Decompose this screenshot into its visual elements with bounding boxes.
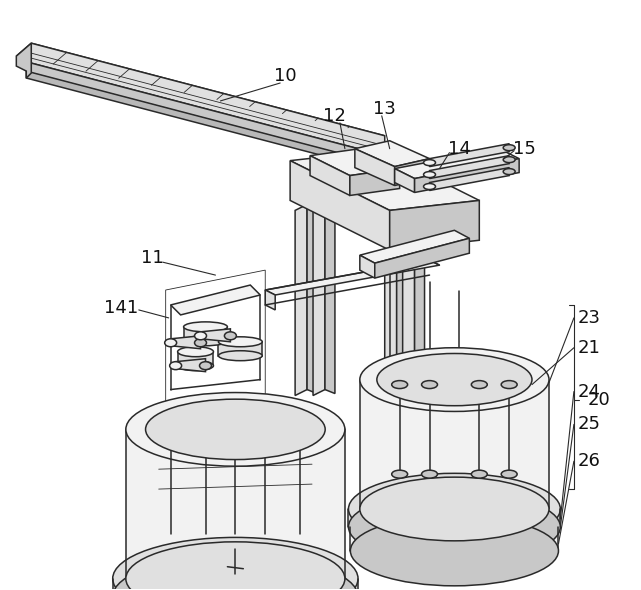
Ellipse shape: [195, 332, 206, 340]
Polygon shape: [395, 159, 429, 185]
Polygon shape: [429, 156, 509, 179]
Polygon shape: [397, 209, 406, 384]
Ellipse shape: [424, 160, 435, 166]
Polygon shape: [113, 579, 358, 590]
Polygon shape: [290, 160, 390, 250]
Polygon shape: [31, 63, 385, 166]
Polygon shape: [171, 285, 260, 315]
Ellipse shape: [219, 337, 262, 347]
Ellipse shape: [113, 555, 358, 590]
Ellipse shape: [424, 172, 435, 178]
Ellipse shape: [165, 339, 177, 347]
Polygon shape: [360, 379, 549, 509]
Ellipse shape: [360, 477, 549, 541]
Polygon shape: [290, 150, 479, 211]
Ellipse shape: [183, 322, 228, 332]
Text: 15: 15: [513, 140, 535, 158]
Text: 12: 12: [324, 107, 346, 125]
Ellipse shape: [503, 169, 515, 175]
Text: 14: 14: [448, 140, 471, 158]
Polygon shape: [390, 201, 479, 250]
Polygon shape: [310, 149, 399, 176]
Polygon shape: [307, 204, 317, 394]
Text: 20: 20: [587, 391, 610, 408]
Polygon shape: [126, 430, 345, 579]
Polygon shape: [313, 204, 325, 395]
Ellipse shape: [113, 537, 358, 590]
Ellipse shape: [377, 353, 532, 406]
Polygon shape: [183, 327, 228, 341]
Ellipse shape: [392, 381, 408, 389]
Text: 21: 21: [578, 339, 600, 357]
Polygon shape: [403, 209, 415, 386]
Polygon shape: [385, 209, 397, 386]
Polygon shape: [171, 336, 201, 349]
Ellipse shape: [424, 183, 435, 189]
Text: 23: 23: [578, 309, 601, 327]
Ellipse shape: [199, 362, 212, 370]
Text: 25: 25: [578, 415, 601, 434]
Ellipse shape: [501, 470, 517, 478]
Polygon shape: [178, 352, 213, 366]
Polygon shape: [355, 141, 429, 166]
Polygon shape: [31, 43, 385, 156]
Ellipse shape: [219, 350, 262, 360]
Polygon shape: [16, 43, 385, 149]
Ellipse shape: [503, 157, 515, 163]
Polygon shape: [16, 43, 31, 78]
Ellipse shape: [471, 470, 487, 478]
Text: 141: 141: [104, 299, 138, 317]
Ellipse shape: [503, 145, 515, 150]
Polygon shape: [355, 149, 395, 185]
Text: 11: 11: [142, 249, 164, 267]
Ellipse shape: [422, 381, 438, 389]
Polygon shape: [325, 204, 335, 394]
Ellipse shape: [195, 339, 206, 347]
Text: 10: 10: [274, 67, 297, 85]
Polygon shape: [360, 255, 375, 278]
Polygon shape: [415, 159, 519, 192]
Polygon shape: [375, 238, 469, 278]
Ellipse shape: [178, 347, 213, 357]
Ellipse shape: [183, 336, 228, 346]
Ellipse shape: [422, 470, 438, 478]
Text: 13: 13: [373, 100, 396, 118]
Text: 24: 24: [578, 382, 601, 401]
Polygon shape: [265, 290, 275, 310]
Ellipse shape: [126, 542, 345, 590]
Polygon shape: [201, 329, 230, 342]
Polygon shape: [349, 509, 560, 527]
Polygon shape: [429, 168, 509, 191]
Ellipse shape: [178, 360, 213, 371]
Ellipse shape: [224, 332, 237, 340]
Polygon shape: [395, 149, 519, 179]
Polygon shape: [350, 169, 399, 195]
Polygon shape: [429, 144, 509, 166]
Ellipse shape: [351, 516, 558, 586]
Polygon shape: [219, 342, 262, 356]
Ellipse shape: [360, 348, 549, 411]
Ellipse shape: [126, 392, 345, 466]
Ellipse shape: [501, 381, 517, 389]
Polygon shape: [265, 260, 440, 295]
Polygon shape: [26, 71, 379, 171]
Ellipse shape: [115, 583, 356, 590]
Polygon shape: [351, 527, 558, 551]
Ellipse shape: [146, 399, 325, 460]
Polygon shape: [360, 230, 469, 263]
Text: 26: 26: [578, 452, 600, 470]
Polygon shape: [310, 156, 350, 195]
Ellipse shape: [349, 473, 560, 545]
Ellipse shape: [170, 362, 181, 370]
Polygon shape: [176, 359, 206, 372]
Polygon shape: [415, 209, 424, 384]
Ellipse shape: [392, 470, 408, 478]
Polygon shape: [395, 169, 415, 192]
Ellipse shape: [349, 491, 560, 563]
Polygon shape: [295, 204, 307, 395]
Ellipse shape: [471, 381, 487, 389]
